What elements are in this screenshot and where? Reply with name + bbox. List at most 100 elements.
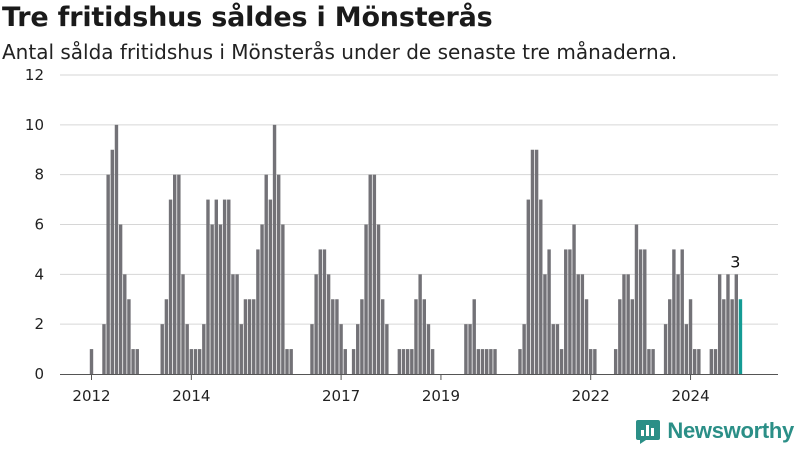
x-tick-label: 2022: [572, 387, 610, 405]
bar: [410, 349, 414, 374]
bar: [676, 274, 680, 374]
bar: [397, 349, 402, 374]
bar: [630, 299, 634, 374]
bar: [713, 349, 718, 374]
y-tick-label: 12: [25, 66, 44, 84]
newsworthy-brand: Newsworthy: [635, 418, 794, 444]
bar: [618, 299, 622, 374]
bar: [551, 324, 555, 374]
bar: [127, 299, 131, 374]
bar: [318, 249, 322, 374]
bar: [193, 349, 198, 374]
bar: [231, 274, 235, 374]
bar: [418, 274, 422, 374]
y-tick-label: 8: [34, 166, 44, 184]
bar: [206, 199, 210, 374]
bar: [264, 174, 268, 374]
x-axis: 2012 2014 2017 2019 2022 2024: [60, 374, 778, 405]
bar: [401, 349, 406, 374]
bar: [227, 199, 231, 374]
bar: [376, 224, 381, 374]
bar: [189, 349, 194, 374]
bar: [684, 324, 689, 374]
bar: [185, 324, 189, 374]
bar: [468, 324, 472, 374]
bar: [534, 149, 539, 374]
bar: [576, 274, 580, 374]
bar: [651, 349, 655, 374]
bar: [106, 174, 110, 374]
bar: [272, 124, 277, 374]
x-tick-label: 2012: [72, 387, 110, 405]
bar: [177, 174, 181, 374]
bar: [518, 349, 522, 374]
newsworthy-chart-icon: [636, 420, 661, 444]
bar: [647, 349, 651, 374]
bar: [197, 349, 202, 374]
y-tick-label: 4: [34, 265, 44, 283]
bar: [268, 199, 273, 374]
bar: [173, 174, 177, 374]
bar: [214, 199, 218, 374]
bar: [530, 149, 535, 374]
bar: [123, 274, 127, 374]
bar: [160, 324, 164, 374]
bar: [335, 299, 339, 374]
bar: [485, 349, 489, 374]
bar: [385, 324, 389, 374]
bar: [239, 324, 243, 374]
y-tick-label: 2: [34, 315, 44, 333]
bar: [717, 274, 722, 374]
bar: [555, 324, 560, 374]
x-tick-label: 2014: [172, 387, 210, 405]
bar: [730, 299, 734, 374]
bar: [493, 349, 497, 374]
bar: [102, 324, 106, 374]
chart-subtitle: Antal sålda fritidshus i Mönsterås under…: [2, 40, 678, 64]
bar: [572, 224, 576, 374]
bar: [480, 349, 485, 374]
bar: [381, 299, 385, 374]
last-value-label: 3: [730, 252, 740, 271]
brand-name: Newsworthy: [667, 418, 794, 443]
bar: [322, 249, 327, 374]
bar: [526, 199, 530, 374]
bar: [709, 349, 714, 374]
bar: [131, 349, 135, 374]
x-tick-label: 2019: [422, 387, 460, 405]
y-tick-label: 6: [34, 216, 44, 234]
bar: [364, 224, 368, 374]
bar: [726, 274, 730, 374]
bar: [722, 299, 726, 374]
bar: [559, 349, 564, 374]
bar: [584, 299, 589, 374]
bar: [622, 274, 626, 374]
bar: [643, 249, 647, 374]
bar: [688, 299, 693, 374]
bar: [351, 349, 356, 374]
y-axis-ticks: 0 2 4 6 8 10 12: [25, 66, 44, 383]
bar: [260, 224, 264, 374]
bar: [314, 274, 318, 374]
bar: [638, 249, 643, 374]
bar: [738, 299, 743, 374]
y-tick-label: 10: [25, 116, 44, 134]
bar: [634, 224, 639, 374]
bar: [281, 224, 285, 374]
x-tick-label: 2024: [671, 387, 709, 405]
bar: [114, 124, 119, 374]
bar: [672, 249, 676, 374]
bar: [522, 324, 526, 374]
bar: [235, 274, 239, 374]
bar: [668, 299, 672, 374]
bar: [256, 249, 260, 374]
bar: [210, 224, 214, 374]
bar: [110, 149, 114, 374]
bar: [168, 199, 173, 374]
bar: [547, 249, 551, 374]
bar: [181, 274, 185, 374]
bar: [89, 349, 94, 374]
bar: [489, 349, 493, 374]
bar: [164, 299, 169, 374]
bar: [222, 199, 227, 374]
